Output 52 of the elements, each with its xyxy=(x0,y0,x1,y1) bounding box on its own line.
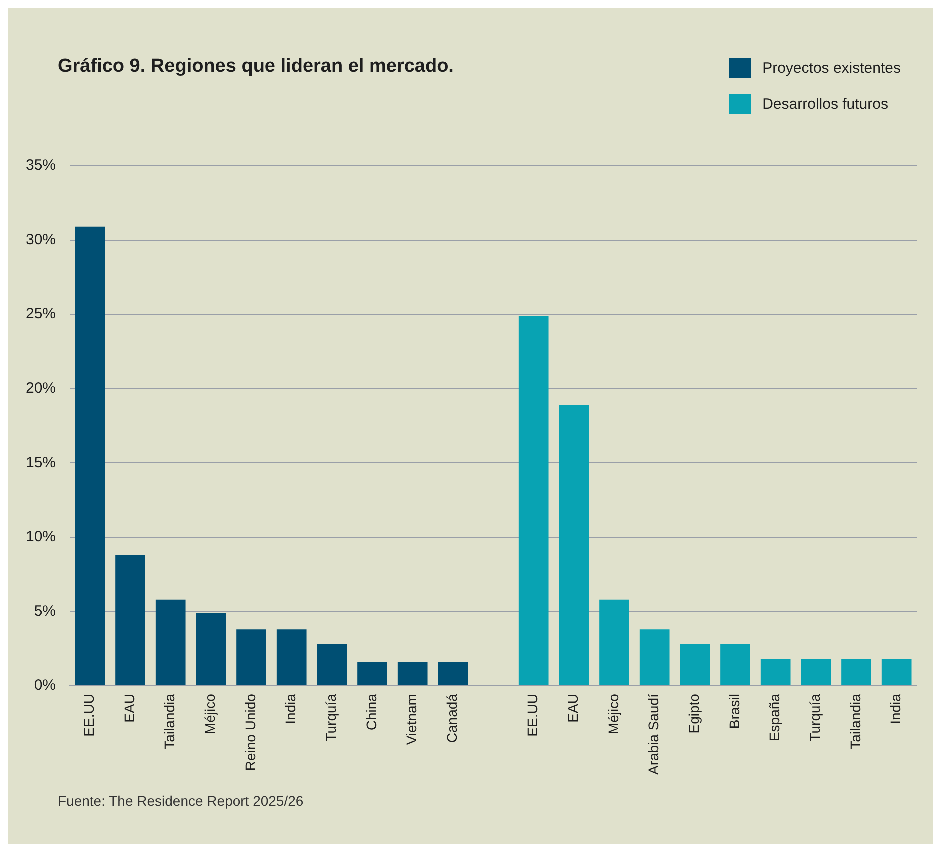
bar xyxy=(518,316,549,686)
y-tick-label: 20% xyxy=(26,380,56,398)
bar xyxy=(276,630,307,686)
source-note: Fuente: The Residence Report 2025/26 xyxy=(58,793,304,809)
bar xyxy=(398,662,428,686)
bar xyxy=(680,644,710,686)
bar xyxy=(801,659,832,686)
x-tick-label: Arabia Saudí xyxy=(646,694,662,776)
bar xyxy=(760,659,791,686)
x-tick-label: EE.UU xyxy=(81,694,98,737)
y-tick-label: 5% xyxy=(34,602,56,620)
bar xyxy=(842,659,872,686)
bar xyxy=(358,662,388,686)
bar xyxy=(600,600,630,686)
bar xyxy=(116,555,146,686)
x-tick-label: India xyxy=(282,694,299,724)
bar xyxy=(720,644,750,686)
x-tick-label: Tailandia xyxy=(847,694,864,750)
x-tick-label: Brasil xyxy=(726,694,742,730)
y-tick-label: 25% xyxy=(26,306,56,323)
y-tick-label: 0% xyxy=(34,677,56,694)
x-tick-label: Egipto xyxy=(686,694,702,734)
bar xyxy=(882,659,912,686)
x-tick-label: Vietnam xyxy=(404,694,420,746)
x-tick-label: Reino Unido xyxy=(242,694,258,772)
y-tick-label: 30% xyxy=(26,231,56,248)
y-tick-label: 35% xyxy=(26,157,56,174)
x-tick-label: Méjico xyxy=(202,694,218,735)
x-tick-label: Turquía xyxy=(807,694,824,742)
legend-label: Desarrollos futuros xyxy=(762,96,888,112)
x-tick-label: Turquía xyxy=(323,694,340,742)
y-tick-label: 15% xyxy=(26,454,56,472)
x-tick-label: Canadá xyxy=(444,694,460,744)
bar xyxy=(438,662,468,686)
bar xyxy=(317,644,348,686)
x-tick-label: Tailandia xyxy=(162,694,178,750)
y-tick-label: 10% xyxy=(26,528,56,546)
x-tick-label: EAU xyxy=(121,694,138,723)
bar xyxy=(196,613,226,686)
x-tick-label: EAU xyxy=(565,694,582,723)
bar xyxy=(236,630,266,686)
x-tick-label: China xyxy=(363,694,380,731)
bar xyxy=(156,600,186,686)
x-tick-label: Méjico xyxy=(605,694,622,735)
bar xyxy=(75,226,106,686)
x-tick-label: EE.UU xyxy=(524,694,541,737)
legend-label: Proyectos existentes xyxy=(762,60,901,76)
bar xyxy=(559,405,590,686)
chart-title: Gráfico 9. Regiones que lideran el mercado. xyxy=(58,56,454,78)
x-tick-label: España xyxy=(766,694,783,742)
x-tick-label: India xyxy=(888,694,904,724)
bar xyxy=(640,630,670,686)
